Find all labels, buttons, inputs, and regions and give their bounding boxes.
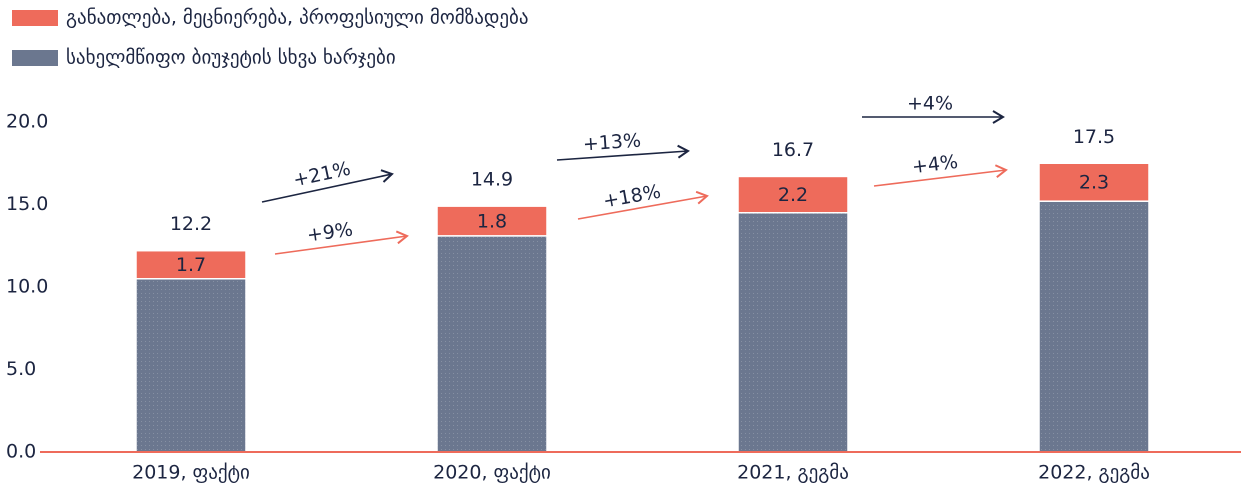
arrow-shaft	[577, 195, 708, 220]
growth-label: +4%	[907, 93, 953, 115]
legend-label: სახელმწიფო ბიუჯეტის სხვა ხარჯები	[66, 47, 396, 69]
bar-segment	[1038, 162, 1150, 202]
segment-label: 1.8	[477, 211, 507, 233]
growth-label: +4%	[911, 151, 959, 178]
total-label: 14.9	[471, 169, 513, 191]
arrow-head	[395, 230, 409, 245]
bar-segment	[436, 205, 548, 237]
arrow-shaft	[556, 150, 689, 161]
arrow-head	[380, 169, 394, 183]
x-tick-label: 2021, გეგმა	[737, 462, 849, 484]
x-tick-label: 2019, ფაქტი	[132, 462, 250, 484]
y-tick-label: 0.0	[6, 441, 36, 463]
growth-label: +9%	[306, 218, 355, 246]
arrow-head	[695, 190, 709, 205]
arrow-shaft	[873, 169, 1007, 187]
y-tick-label: 20.0	[6, 111, 48, 133]
arrow-head	[992, 110, 1005, 124]
legend-swatch	[12, 50, 58, 66]
total-label: 17.5	[1073, 126, 1115, 148]
segment-label: 2.2	[778, 184, 808, 206]
arrow-head	[677, 144, 690, 159]
bar-texture	[136, 278, 246, 452]
growth-label: +18%	[601, 181, 662, 213]
x-tick-label: 2020, ფაქტი	[433, 462, 551, 484]
segment-label: 1.7	[176, 254, 206, 276]
bar-texture	[437, 235, 547, 452]
segment-label: 2.3	[1079, 172, 1109, 194]
x-tick-label: 2022, გეგმა	[1038, 462, 1150, 484]
legend-swatch	[12, 10, 58, 26]
arrow-head	[994, 164, 1008, 178]
arrow-shaft	[261, 173, 393, 203]
y-tick-label: 5.0	[6, 358, 36, 380]
bar-segment	[135, 249, 247, 280]
total-label: 16.7	[772, 139, 814, 161]
total-label: 12.2	[170, 213, 212, 235]
arrow-shaft	[274, 235, 408, 255]
growth-label: +13%	[582, 130, 642, 156]
y-tick-label: 15.0	[6, 193, 48, 215]
bar-segment	[737, 175, 849, 214]
bar-texture	[1039, 201, 1149, 452]
growth-label: +21%	[291, 158, 352, 192]
legend-label: განათლება, მეცნიერება, პროფესიული მომზად…	[66, 7, 529, 29]
y-tick-label: 10.0	[6, 276, 48, 298]
bar-texture	[738, 212, 848, 452]
